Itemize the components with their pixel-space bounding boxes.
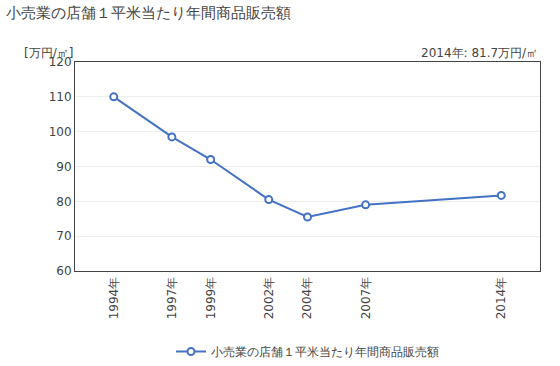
svg-text:70: 70 [56,229,71,243]
svg-text:120: 120 [49,55,72,69]
svg-text:1999年: 1999年 [204,277,218,320]
svg-text:2014年: 2014年 [494,277,508,320]
svg-text:100: 100 [49,125,72,139]
svg-text:80: 80 [56,195,71,209]
svg-text:60: 60 [56,264,71,278]
svg-text:小売業の店舗１平米当たり年間商品販売額: 小売業の店舗１平米当たり年間商品販売額 [211,345,439,359]
svg-text:90: 90 [56,160,71,174]
svg-text:110: 110 [49,90,72,104]
svg-text:[万円/㎡]: [万円/㎡] [24,46,73,60]
svg-text:2014年: 81.7万円/㎡: 2014年: 81.7万円/㎡ [421,46,538,60]
svg-text:2002年: 2002年 [262,277,276,320]
svg-text:1997年: 1997年 [165,277,179,320]
svg-text:1994年: 1994年 [107,277,121,320]
svg-text:2007年: 2007年 [359,277,373,320]
svg-text:小売業の店舗１平米当たり年間商品販売額: 小売業の店舗１平米当たり年間商品販売額 [6,4,291,22]
svg-text:2004年: 2004年 [300,277,314,320]
